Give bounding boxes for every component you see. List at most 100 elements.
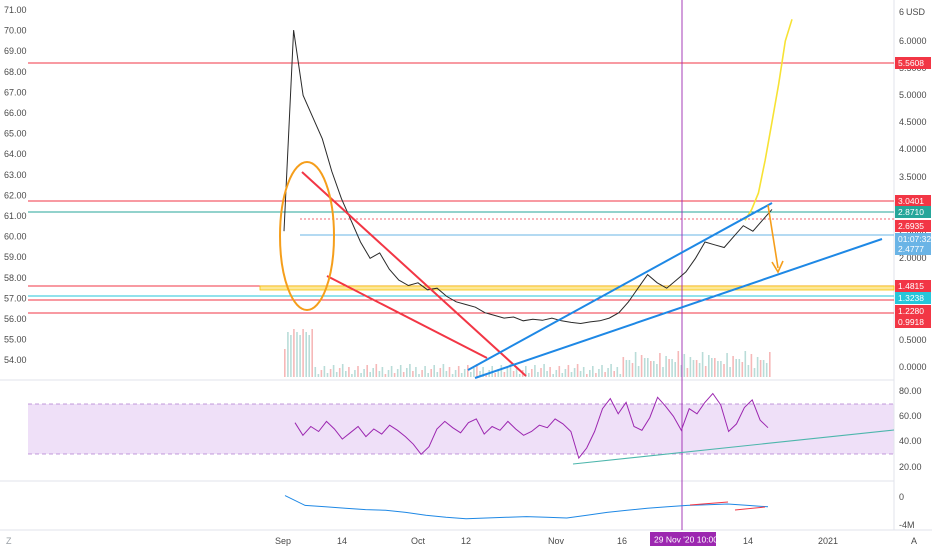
- volume-bar: [665, 356, 667, 377]
- volume-bar: [589, 370, 591, 377]
- left-axis-tick: 61.00: [4, 211, 27, 221]
- volume-bar: [360, 373, 362, 377]
- volume-bar: [686, 368, 689, 377]
- volume-bar: [592, 366, 594, 377]
- cursor-date-tag-bg: [650, 532, 716, 546]
- timezone-letter[interactable]: Z: [6, 536, 12, 546]
- volume-bar: [711, 358, 713, 377]
- price-tag-bg: [895, 316, 931, 328]
- volume-bar: [671, 359, 673, 377]
- volume-bar: [363, 369, 365, 377]
- volume-bar: [500, 365, 503, 377]
- volume-bar: [293, 329, 295, 377]
- settings-button[interactable]: A: [911, 536, 917, 546]
- volume-bar: [454, 370, 457, 377]
- volume-bar: [741, 362, 744, 377]
- volume-bar: [616, 367, 619, 377]
- price-tag: 1.2280: [895, 305, 931, 317]
- rsi-axis-tick: 20.00: [899, 462, 922, 472]
- volume-bar: [503, 372, 506, 377]
- volume-bar: [433, 365, 435, 377]
- volume-bar: [528, 373, 530, 377]
- left-axis-tick: 69.00: [4, 46, 27, 56]
- cursor-date-tag: 29 Nov '20 10:00: [650, 532, 718, 546]
- volume-bar: [470, 372, 472, 377]
- rsi-series-line: [294, 392, 769, 460]
- volume-bar: [335, 372, 338, 377]
- volume-bar: [439, 368, 442, 377]
- price-tag: 3.0401: [895, 195, 931, 207]
- volume-bar: [302, 329, 304, 377]
- volume-bar: [570, 372, 573, 377]
- volume-bar: [662, 367, 664, 377]
- rsi-axis-tick: 80.00: [899, 386, 922, 396]
- volume-bar: [555, 370, 558, 377]
- volume-bar: [531, 369, 533, 377]
- volume-bar: [384, 374, 387, 377]
- volume-bar: [558, 366, 561, 377]
- volume-bar: [518, 374, 521, 377]
- orange-arrow: [767, 204, 779, 269]
- right-axis-tick: 0.5000: [899, 335, 927, 345]
- volume-bar: [427, 373, 429, 377]
- time-axis-tick: 14: [337, 536, 347, 546]
- level-zone-yellow: [259, 285, 895, 291]
- volume-bar: [387, 370, 390, 377]
- volume-bar: [610, 364, 612, 377]
- volume-bar: [622, 357, 625, 377]
- volume-bar: [436, 372, 439, 377]
- volume-bar: [546, 371, 548, 377]
- volume-bar: [744, 351, 747, 377]
- oscillator-axis-tick: 0: [899, 492, 904, 502]
- volume-bar: [738, 359, 741, 377]
- price-tag: 1.4815: [895, 280, 931, 292]
- right-axis-tick: 2.0000: [899, 253, 927, 263]
- volume-bar: [515, 367, 518, 377]
- timezone-button[interactable]: Z: [6, 536, 12, 546]
- volume-bar: [390, 366, 393, 377]
- volume-bar: [631, 363, 634, 377]
- left-axis-tick: 58.00: [4, 273, 27, 283]
- volume-bar: [412, 371, 414, 377]
- volume-bar: [338, 368, 341, 377]
- volume-bar: [308, 335, 310, 377]
- horizontal-levels: [28, 62, 895, 314]
- volume-bar: [448, 367, 451, 377]
- auto-scale-label[interactable]: A: [911, 536, 917, 546]
- volume-bar: [418, 374, 420, 377]
- volume-bar: [482, 367, 484, 377]
- right-axis-tick: 4.0000: [899, 144, 927, 154]
- volume-bar: [756, 357, 759, 377]
- price-tag-label: 01:07:32: [898, 234, 931, 244]
- right-axis-tick: 3.5000: [899, 172, 927, 182]
- volume-bar: [442, 364, 445, 377]
- currency-label: USD: [906, 7, 926, 17]
- volume-bar: [287, 332, 289, 377]
- blue-channel-upper: [467, 202, 773, 371]
- volume-bar: [290, 335, 292, 377]
- volume-bar: [329, 369, 332, 377]
- volume-bar: [332, 365, 335, 377]
- volume-bar: [720, 361, 722, 377]
- volume-bar: [540, 368, 542, 377]
- price-tag: 2.8710: [895, 206, 931, 218]
- volume-bar: [341, 364, 344, 377]
- volume-bar: [506, 368, 509, 377]
- volume-bar: [628, 360, 631, 377]
- volume-bar: [534, 365, 536, 377]
- volume-bar: [769, 352, 771, 377]
- volume-bar: [643, 358, 646, 377]
- volume-bar: [765, 363, 768, 377]
- volume-bar: [543, 364, 545, 377]
- volume-bar: [402, 372, 405, 377]
- volume-bar: [564, 369, 567, 377]
- volume-bar: [463, 369, 466, 377]
- volume-bar: [357, 366, 359, 377]
- time-axis-tick: Sep: [275, 536, 291, 546]
- left-axis-tick: 64.00: [4, 149, 27, 159]
- volume-bar: [445, 371, 448, 377]
- time-axis[interactable]: Sep 14 Oct 12 Nov 16 14 2021: [275, 536, 838, 546]
- volume-bar: [393, 373, 396, 377]
- price-tag-bg: [895, 220, 931, 232]
